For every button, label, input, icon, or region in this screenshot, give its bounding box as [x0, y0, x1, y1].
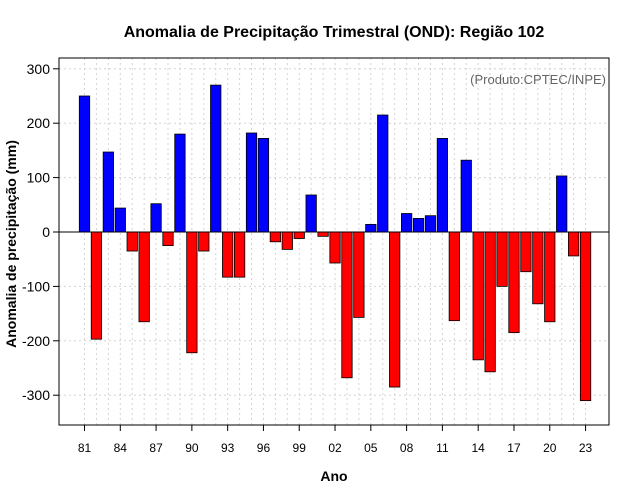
bar-2020: [544, 231, 556, 323]
bar-2013: [460, 159, 472, 233]
bar-2008: [401, 213, 413, 233]
bar-2023: [579, 231, 592, 402]
bar-2000: [305, 194, 317, 233]
x-tick-label: 99: [293, 441, 307, 455]
x-tick-label: 08: [400, 441, 414, 455]
plot-frame: [58, 57, 610, 426]
bar-1991: [198, 231, 210, 252]
x-tick-label: 87: [149, 441, 163, 455]
bar-1992: [210, 84, 222, 233]
x-axis-label: Ano: [320, 468, 347, 484]
grid-lines: [59, 58, 609, 425]
bar-1996: [257, 138, 270, 233]
bar-2012: [448, 231, 460, 322]
bar-2003: [341, 231, 353, 379]
bar-1981: [78, 95, 91, 233]
bar-1987: [150, 203, 162, 233]
x-tick-label: 96: [257, 441, 271, 455]
bar-1984: [114, 207, 126, 233]
credit-annotation: (Produto:CPTEC/INPE): [470, 72, 606, 87]
y-axis: -300 -200 -100 0 100 200 300: [22, 61, 59, 403]
bars: [78, 84, 592, 402]
y-tick-label: -300: [22, 387, 50, 403]
bar-2006: [377, 114, 389, 233]
bar-2016: [496, 231, 508, 287]
bar-2005: [365, 223, 377, 233]
bar-2021: [556, 175, 568, 233]
y-tick-label: -100: [22, 278, 50, 294]
x-tick-label: 05: [364, 441, 378, 455]
y-tick-label: 200: [27, 115, 51, 131]
bar-1985: [126, 231, 138, 252]
bar-2001: [317, 231, 329, 237]
bar-1986: [138, 231, 150, 323]
x-tick-label: 84: [114, 441, 128, 455]
bar-1993: [222, 231, 234, 278]
bar-2007: [389, 231, 401, 388]
x-tick-label: 14: [472, 441, 486, 455]
bar-1998: [281, 231, 293, 250]
bar-2015: [484, 231, 496, 373]
x-tick-label: 20: [543, 441, 557, 455]
bar-1990: [186, 231, 198, 354]
bar-2017: [508, 231, 520, 334]
bar-2022: [568, 231, 580, 257]
bar-1997: [269, 231, 281, 243]
bar-1983: [102, 151, 114, 233]
bar-1994: [233, 231, 246, 278]
x-tick-label: 93: [221, 441, 235, 455]
bar-2004: [353, 231, 365, 318]
bar-1989: [174, 133, 186, 233]
y-axis-label: Anomalia de precipitação (mm): [3, 140, 19, 348]
bar-1982: [90, 231, 103, 340]
x-tick-label: 81: [78, 441, 92, 455]
x-axis: 81 84 87 90 93 96 99 02 05 08 11 14 17 20 23: [78, 425, 593, 455]
x-tick-label: 17: [507, 441, 521, 455]
x-tick-label: 90: [185, 441, 199, 455]
bar-2002: [329, 231, 341, 264]
y-tick-label: 100: [27, 170, 51, 186]
x-tick-label: 23: [579, 441, 593, 455]
y-tick-label: -200: [22, 333, 50, 349]
bar-2018: [520, 231, 532, 273]
chart-title: Anomalia de Precipitação Trimestral (OND…: [124, 24, 545, 41]
bar-2014: [472, 231, 484, 361]
bar-1988: [162, 231, 174, 246]
bar-2010: [424, 215, 437, 233]
bar-1999: [293, 231, 305, 239]
bar-2019: [532, 231, 544, 305]
x-tick-label: 11: [436, 441, 449, 455]
bar-2011: [436, 138, 449, 233]
bar-1995: [245, 132, 258, 233]
x-tick-label: 02: [328, 441, 342, 455]
y-tick-label: 300: [27, 61, 51, 77]
y-tick-label: 0: [42, 224, 50, 240]
bar-2009: [412, 217, 425, 233]
